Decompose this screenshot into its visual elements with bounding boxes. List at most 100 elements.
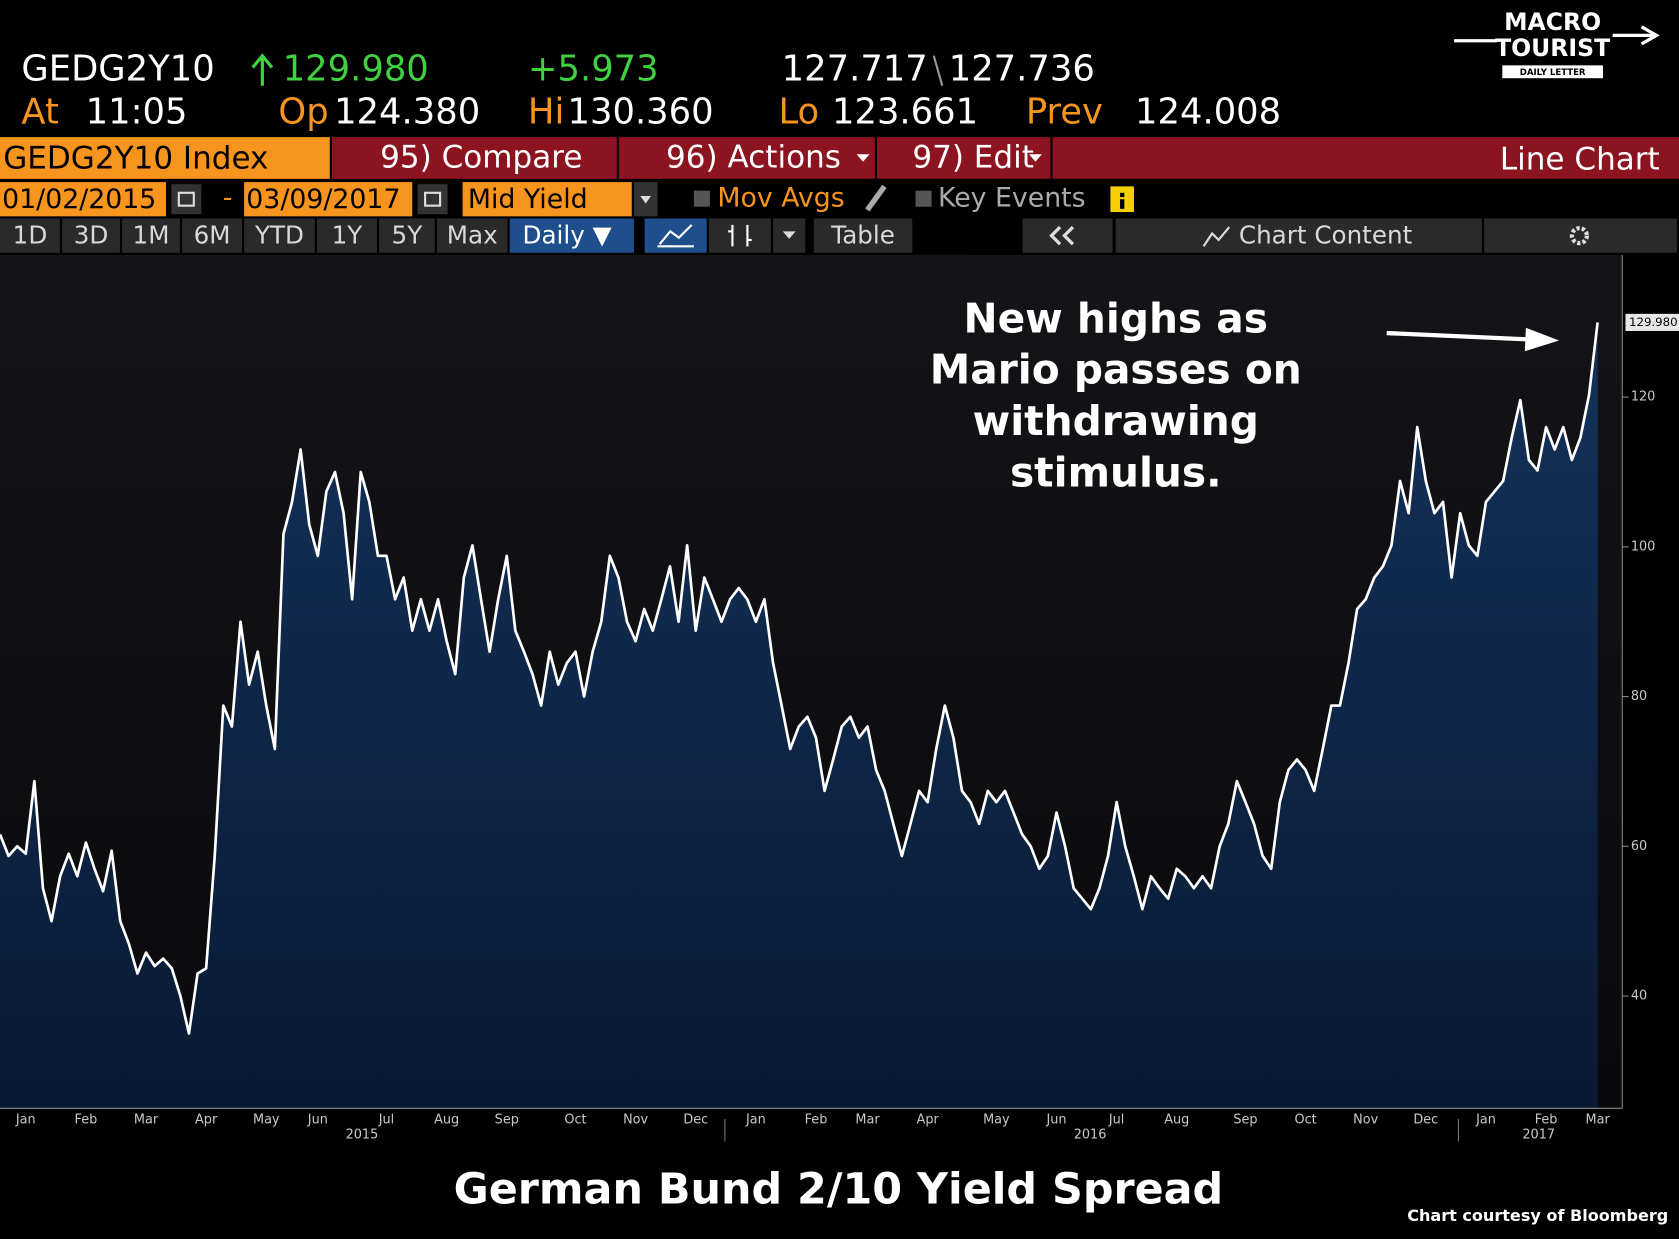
end-date: 03/09/2017: [246, 184, 400, 215]
x-tick-label: Aug: [1164, 1113, 1189, 1128]
calendar-glyph: [424, 191, 442, 207]
x-tick-label: Mar: [1586, 1113, 1611, 1128]
settings-button[interactable]: [1484, 218, 1677, 253]
info-glyph: [1120, 192, 1125, 198]
range-label: 6M: [194, 221, 231, 250]
period-button[interactable]: [509, 218, 634, 253]
calendar-glyph: [177, 191, 195, 207]
calendar-icon[interactable]: [417, 184, 448, 215]
x-tick-label: Aug: [434, 1113, 459, 1128]
x-tick-label: Nov: [623, 1113, 648, 1128]
line: [0, 322, 1599, 1035]
field: Mid Yield: [468, 184, 588, 215]
y-tick-label: 120: [1631, 390, 1655, 405]
table-button[interactable]: [813, 218, 913, 253]
bars-icon[interactable]: [708, 218, 771, 253]
pencil-icon[interactable]: [865, 184, 887, 212]
logo-band: [1502, 65, 1603, 79]
caret: [1029, 154, 1042, 162]
range-label: 1D: [13, 221, 48, 250]
x-tick-label: Apr: [917, 1113, 940, 1128]
x-tick-label: Jan: [1475, 1113, 1496, 1128]
range-button[interactable]: [379, 218, 435, 253]
label: Lo: [778, 92, 819, 133]
annotation-arrowhead: [1524, 327, 1560, 352]
annotation: withdrawing: [973, 397, 1259, 445]
x-tick-label: Jun: [307, 1113, 328, 1128]
bid: 127.717: [782, 49, 928, 90]
security-box[interactable]: [0, 137, 330, 179]
ask: 127.736: [949, 49, 1095, 90]
x-tick-label: Apr: [195, 1113, 218, 1128]
x-tick-label: Jul: [1108, 1113, 1124, 1128]
chart-content-glyph: [1202, 226, 1231, 247]
x-tick-label: Oct: [564, 1113, 586, 1128]
range-button[interactable]: [436, 218, 508, 253]
range-label: 1M: [133, 221, 170, 250]
range-button[interactable]: [244, 218, 315, 253]
ticker: GEDG2Y10: [21, 49, 214, 90]
range-button[interactable]: [62, 218, 120, 253]
period: Daily ▼: [523, 221, 612, 250]
x-tick-label: Feb: [805, 1113, 828, 1128]
caret: [782, 231, 796, 239]
collapse-glyph: [1049, 225, 1075, 246]
header: GEDG2Y10 129.980 +5.973 127.717 127.736 …: [21, 49, 1281, 133]
time: 11:05: [86, 92, 188, 133]
table: Table: [830, 221, 895, 250]
range-button[interactable]: [316, 218, 377, 253]
range-button[interactable]: [122, 218, 180, 253]
mov-avgs[interactable]: Mov Avgs: [717, 183, 844, 214]
low: 123.661: [832, 92, 978, 133]
chart-title: German Bund 2/10 Yield Spread: [454, 1164, 1224, 1214]
menu-button[interactable]: 96) Actions: [666, 140, 841, 176]
label: Prev: [1026, 92, 1103, 133]
chart-content-button[interactable]: [1115, 218, 1482, 253]
range-label: 3D: [74, 221, 109, 250]
start-date-input[interactable]: [0, 182, 166, 217]
logo-text: TOURIST: [1495, 34, 1610, 62]
range-button[interactable]: [182, 218, 242, 253]
annotation: Mario passes on: [930, 346, 1302, 394]
x-tick-label: Mar: [855, 1113, 880, 1128]
label: Hi: [528, 92, 564, 133]
credit: Chart courtesy of Bloomberg: [1407, 1206, 1668, 1225]
chart: 40 60 80 100 120 Jan Feb Mar Apr May Jun Jul Aug Sep O…: [0, 254, 1679, 1128]
annotation: stimulus.: [1010, 448, 1222, 496]
x-tick-label: Sep: [495, 1113, 519, 1128]
date-sep: -: [223, 183, 233, 214]
checkbox[interactable]: [915, 190, 932, 207]
logo-text: MACRO: [1504, 8, 1601, 36]
high: 130.360: [568, 92, 714, 133]
x-tick-label: Dec: [683, 1113, 708, 1128]
last-value-label: 129.980: [1629, 315, 1678, 329]
range-button[interactable]: [0, 218, 60, 253]
label: Op: [278, 92, 328, 133]
x-tick-label: Dec: [1413, 1113, 1438, 1128]
key-events[interactable]: Key Events: [938, 183, 1086, 214]
range-label: Max: [447, 221, 498, 250]
calendar-icon[interactable]: [171, 184, 202, 215]
gear-glyph: [1569, 225, 1590, 246]
overlay: 2015 2016 2017 German Bund 2/10 Yield Sp…: [346, 327, 1668, 1225]
x-tick-label: May: [253, 1113, 280, 1128]
field-select[interactable]: [462, 182, 632, 217]
chart-kind: Line Chart: [1500, 142, 1660, 178]
x-tick-label: Jan: [15, 1113, 36, 1128]
menu-button[interactable]: 95) Compare: [380, 140, 582, 176]
bars-glyph: [728, 224, 752, 247]
change: +5.973: [528, 49, 659, 90]
annotation-arrow: [1386, 330, 1532, 342]
open: 124.380: [334, 92, 480, 133]
x-tick-label: Oct: [1294, 1113, 1316, 1128]
end-date-input[interactable]: [244, 182, 413, 217]
menu-button[interactable]: 97) Edit: [912, 140, 1034, 176]
collapse-button[interactable]: [1022, 218, 1113, 253]
x-tick-label: Sep: [1233, 1113, 1257, 1128]
caret: [640, 196, 652, 204]
x-tick-label: Jul: [378, 1113, 394, 1128]
logo: MACRO TOURIST DAILY LETTER: [1454, 8, 1660, 79]
checkbox[interactable]: [693, 190, 710, 207]
last-price: 129.980: [283, 49, 429, 90]
